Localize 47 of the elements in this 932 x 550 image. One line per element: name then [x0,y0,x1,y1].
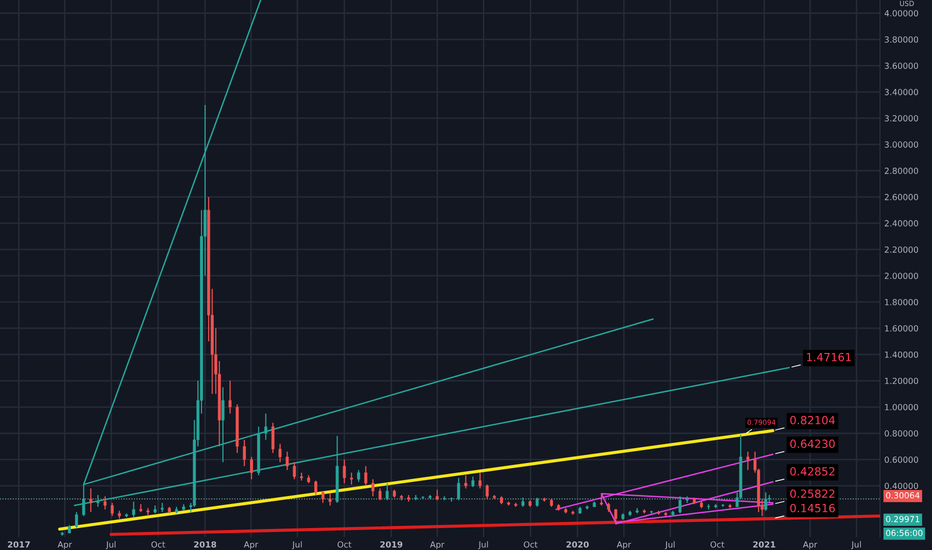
y-tick-label: 3.20000 [884,115,918,122]
x-tick-label: Apr [616,541,632,550]
x-tick-label: Jul [106,541,116,550]
ref-line-label: 0.30064 [886,492,920,498]
y-tick-label: 2.60000 [884,194,918,200]
annotation: 1.47161 [807,352,851,362]
x-tick-label: 2019 [380,541,402,548]
y-tick-label: 1.20000 [885,378,918,384]
annotation: 0.42852 [790,467,834,476]
y-tick-label: 2.80000 [884,168,918,174]
annotation: 0.82104 [790,416,835,424]
y-tick-label: 1.40000 [885,351,918,358]
y-tick-label: 2.40000 [884,220,918,226]
x-tick-label: Jul [478,541,488,550]
y-tick-label: 3.60000 [884,62,918,69]
x-tick-label: 2018 [194,541,216,548]
y-tick-label: 0.40000 [884,482,918,490]
y-tick-label: 3.80000 [884,36,918,43]
y-tick-label: 2.00000 [884,272,918,280]
x-tick-label: 2020 [566,541,589,548]
x-tick-label: Jul [292,541,302,550]
x-tick-label: Apr [430,541,444,550]
annotation: 0.25822 [790,489,834,498]
y-tick-label: 0.80000 [884,430,918,437]
x-tick-label: Jul [851,541,861,550]
x-tick-label: Apr [244,541,258,550]
ref-line-label: 0.29971 [886,516,920,522]
annotation: 0.14516 [790,504,835,512]
y-tick-label: 2.20000 [884,246,918,253]
annotation: 0.64230 [790,440,835,448]
y-tick-label: 3.00000 [884,141,918,148]
text: 06:56:00 [886,530,922,536]
x-tick-label: Apr [58,541,72,550]
x-tick-label: Oct [710,541,724,548]
x-tick-label: Oct [338,541,352,548]
y-tick-label: 0.60000 [884,456,918,463]
x-tick-label: 2021 [753,541,776,548]
y-tick-label: 1.00000 [885,404,918,410]
y-tick-label: 1.80000 [885,298,918,306]
x-tick-label: Jul [664,541,675,550]
x-tick-label: Apr [802,541,818,550]
x-tick-label: 2017 [8,541,30,548]
x-tick-label: Oct [151,541,166,548]
y-tick-label: 3.40000 [884,88,918,96]
x-tick-label: Oct [524,541,538,548]
y-tick-label: 4.00000 [884,10,918,16]
y-tick-label: 1.60000 [885,325,918,332]
